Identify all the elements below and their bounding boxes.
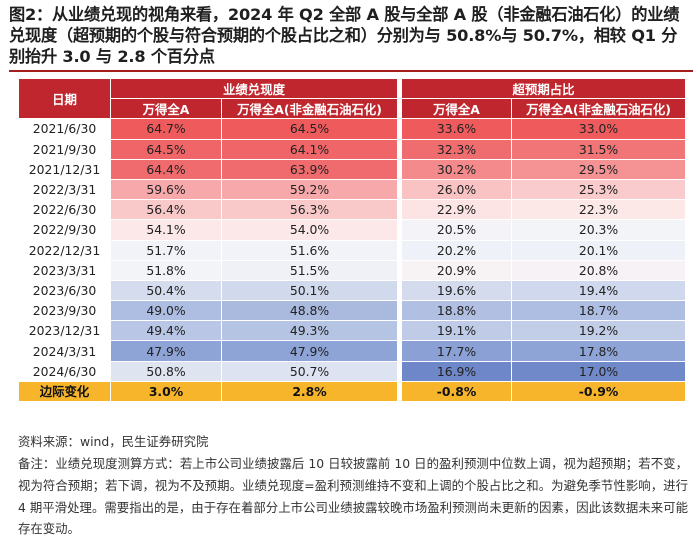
table-row: 2022/12/31 51.7% 51.6% 20.2% 20.1%: [18, 239, 687, 261]
value-cell: 50.1%: [220, 279, 399, 302]
value-cell: 47.9%: [220, 340, 399, 362]
row-date: 2021/9/30: [18, 138, 111, 160]
sub-header-wind-a: 万得全A: [401, 98, 513, 120]
marginal-change-value: 2.8%: [220, 380, 399, 403]
value-cell: 26.0%: [401, 178, 513, 201]
sub-header-wind-a: 万得全A: [110, 98, 222, 120]
value-cell: 63.9%: [220, 158, 399, 180]
marginal-change-row: 边际变化 3.0% 2.8% -0.8% -0.9%: [18, 380, 687, 403]
value-cell: 20.8%: [511, 259, 687, 281]
value-cell: 33.0%: [511, 118, 687, 140]
value-cell: 17.7%: [401, 340, 513, 362]
value-cell: 50.8%: [110, 360, 222, 382]
value-cell: 47.9%: [110, 340, 222, 362]
table-row: 2021/6/30 64.7% 64.5% 33.6% 33.0%: [18, 118, 687, 140]
value-cell: 19.6%: [401, 279, 513, 302]
value-cell: 56.4%: [110, 199, 222, 221]
date-header: 日期: [18, 77, 111, 120]
table-row: 2022/9/30 54.1% 54.0% 20.5% 20.3%: [18, 219, 687, 241]
value-cell: 64.1%: [220, 138, 399, 160]
value-cell: 54.1%: [110, 219, 222, 241]
sub-header-wind-a-ex-fin: 万得全A(非金融石油石化): [220, 98, 399, 120]
table-row: 2024/3/31 47.9% 47.9% 17.7% 17.8%: [18, 340, 687, 362]
value-cell: 59.6%: [110, 178, 222, 201]
value-cell: 25.3%: [511, 178, 687, 201]
value-cell: 49.3%: [220, 320, 399, 342]
value-cell: 29.5%: [511, 158, 687, 180]
value-cell: 22.9%: [401, 199, 513, 221]
value-cell: 22.3%: [511, 199, 687, 221]
table-row: 2023/12/31 49.4% 49.3% 19.1% 19.2%: [18, 320, 687, 342]
value-cell: 17.8%: [511, 340, 687, 362]
value-cell: 19.4%: [511, 279, 687, 302]
table-row: 2023/6/30 50.4% 50.1% 19.6% 19.4%: [18, 279, 687, 302]
value-cell: 64.5%: [110, 138, 222, 160]
value-cell: 33.6%: [401, 118, 513, 140]
value-cell: 50.4%: [110, 279, 222, 302]
table-row: 2023/9/30 49.0% 48.8% 18.8% 18.7%: [18, 300, 687, 322]
value-cell: 30.2%: [401, 158, 513, 180]
value-cell: 51.8%: [110, 259, 222, 281]
value-cell: 19.2%: [511, 320, 687, 342]
value-cell: 20.5%: [401, 219, 513, 241]
marginal-change-value: -0.9%: [511, 380, 687, 403]
group-header-fulfillment: 业绩兑现度: [109, 77, 399, 100]
row-date: 2023/3/31: [18, 259, 111, 281]
table-row: 2021/9/30 64.5% 64.1% 32.3% 31.5%: [18, 138, 687, 160]
value-cell: 20.1%: [511, 239, 687, 261]
value-cell: 50.7%: [220, 360, 399, 382]
row-date: 2022/9/30: [18, 219, 111, 241]
value-cell: 51.5%: [220, 259, 399, 281]
source-note: 资料来源：wind，民生证券研究院: [18, 434, 209, 449]
value-cell: 51.7%: [110, 239, 222, 261]
value-cell: 48.8%: [220, 300, 399, 322]
value-cell: 16.9%: [401, 360, 513, 382]
title-divider: [9, 70, 693, 72]
value-cell: 17.0%: [511, 360, 687, 382]
value-cell: 49.0%: [110, 300, 222, 322]
value-cell: 18.7%: [511, 300, 687, 322]
row-date: 2024/3/31: [18, 340, 111, 362]
value-cell: 64.7%: [110, 118, 222, 140]
marginal-change-label: 边际变化: [18, 380, 111, 403]
marginal-change-value: 3.0%: [110, 380, 222, 403]
row-date: 2023/9/30: [18, 300, 111, 322]
table-row: 2024/6/30 50.8% 50.7% 16.9% 17.0%: [18, 360, 687, 382]
value-cell: 64.4%: [110, 158, 222, 180]
table-row: 2022/3/31 59.6% 59.2% 26.0% 25.3%: [18, 178, 687, 201]
value-cell: 20.9%: [401, 259, 513, 281]
value-cell: 49.4%: [110, 320, 222, 342]
table-body: 2021/6/30 64.7% 64.5% 33.6% 33.0% 2021/9/30 64…: [18, 118, 687, 403]
table-row: 2022/6/30 56.4% 56.3% 22.9% 22.3%: [18, 199, 687, 221]
value-cell: 64.5%: [220, 118, 399, 140]
value-cell: 20.3%: [511, 219, 687, 241]
marginal-change-value: -0.8%: [401, 380, 513, 403]
value-cell: 19.1%: [401, 320, 513, 342]
row-date: 2021/6/30: [18, 118, 111, 140]
row-date: 2021/12/31: [18, 158, 111, 180]
row-date: 2022/12/31: [18, 239, 111, 261]
row-date: 2024/6/30: [18, 360, 111, 382]
value-cell: 31.5%: [511, 138, 687, 160]
sub-header-wind-a-ex-fin: 万得全A(非金融石油石化): [511, 98, 687, 120]
row-date: 2022/6/30: [18, 199, 111, 221]
performance-table: 日期 业绩兑现度 超预期占比 万得全A 万得全A(非金融石油石化) 万得全A 万…: [18, 77, 687, 403]
value-cell: 51.6%: [220, 239, 399, 261]
value-cell: 32.3%: [401, 138, 513, 160]
value-cell: 59.2%: [220, 178, 399, 201]
row-date: 2023/12/31: [18, 320, 111, 342]
value-cell: 56.3%: [220, 199, 399, 221]
value-cell: 20.2%: [401, 239, 513, 261]
group-header-beat-ratio: 超预期占比: [401, 77, 687, 100]
row-date: 2023/6/30: [18, 279, 111, 302]
value-cell: 54.0%: [220, 219, 399, 241]
row-date: 2022/3/31: [18, 178, 111, 201]
remark-note: 备注：业绩兑现度测算方式：若上市公司业绩披露后 10 日较披露前 10 日的盈利…: [18, 456, 688, 537]
figure-title: 图2：从业绩兑现的视角来看，2024 年 Q2 全部 A 股与全部 A 股（非金…: [9, 5, 680, 66]
value-cell: 18.8%: [401, 300, 513, 322]
table-row: 2021/12/31 64.4% 63.9% 30.2% 29.5%: [18, 158, 687, 180]
table-row: 2023/3/31 51.8% 51.5% 20.9% 20.8%: [18, 259, 687, 281]
